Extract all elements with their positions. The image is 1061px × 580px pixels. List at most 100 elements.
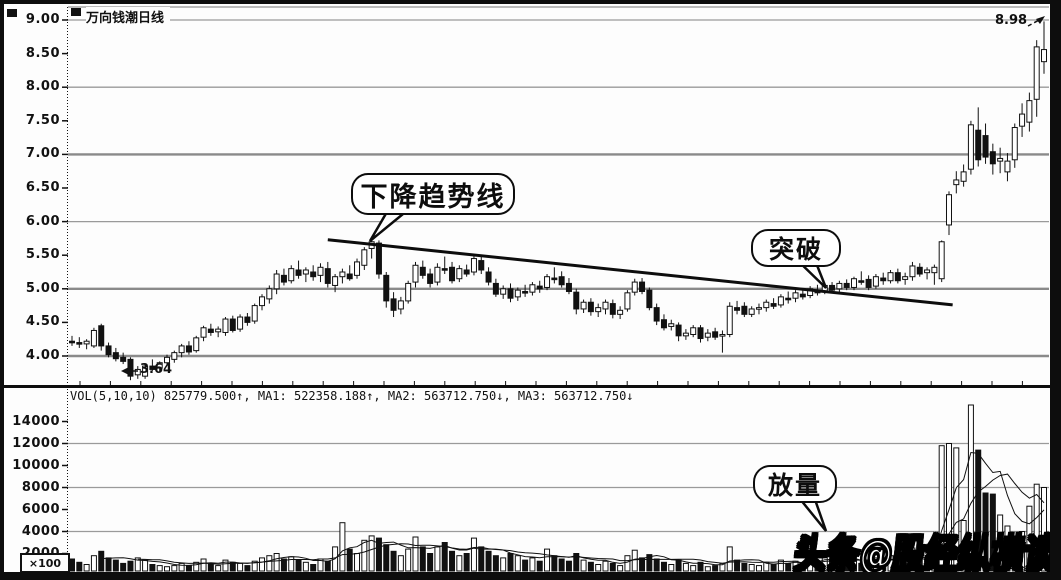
candle-up [251, 305, 258, 322]
volume-bar-up [580, 559, 587, 572]
candle-up [777, 296, 784, 306]
candle-up [960, 171, 967, 182]
candle-up [924, 269, 931, 274]
volume-bar-up [361, 539, 368, 572]
volume-bar-up [682, 562, 689, 572]
volume-bar-up [156, 565, 163, 572]
candle-up [931, 266, 938, 274]
candle-up [200, 327, 207, 338]
volume-bar-up [602, 560, 609, 572]
candle-up [1004, 160, 1011, 173]
candle-down [712, 331, 719, 338]
volume-bar-up [200, 558, 207, 572]
candle-up [719, 333, 726, 337]
volume-bar-up [251, 560, 258, 572]
volume-bar-down [565, 560, 572, 572]
candle-down [982, 135, 989, 158]
candle-up [1019, 113, 1026, 127]
volume-bar-up [1019, 531, 1026, 572]
candle-down [675, 324, 682, 337]
candle-down [799, 293, 806, 298]
volume-bar-down [383, 544, 390, 572]
volume-bar-down [799, 564, 806, 572]
candle-down [551, 277, 558, 281]
volume-bar-down [770, 564, 777, 572]
volume-bar-up [748, 564, 755, 572]
candle-up [1011, 127, 1018, 161]
volume-bar-down [507, 553, 514, 572]
volume-bar-down [244, 565, 251, 572]
volume-bar-up [726, 546, 733, 572]
candle-down [858, 280, 865, 283]
volume-bar-up [193, 561, 200, 572]
candle-up [953, 179, 960, 186]
candle-down [734, 307, 741, 311]
volume-bar-down [697, 561, 704, 572]
candle-up [704, 332, 711, 338]
candle-down [149, 365, 156, 370]
volume-unit-label: ×100 [20, 553, 70, 573]
candle-down [229, 318, 236, 331]
chart-title: 万向钱潮日线 [86, 7, 171, 26]
candle-up [222, 318, 229, 333]
candle-up [470, 258, 477, 273]
candle-down [98, 325, 105, 347]
price-axis-label: 6.00 [25, 213, 60, 229]
candle-down [375, 242, 382, 275]
volume-axis-label: 12000 [12, 435, 60, 451]
volume-bar-up [872, 557, 879, 572]
volume-bar-down [989, 493, 996, 572]
candle-down [485, 271, 492, 283]
volume-bar-up [807, 558, 814, 572]
volume-bar-up [631, 549, 638, 572]
volume-bar-down [609, 562, 616, 572]
volume-bar-up [953, 447, 960, 572]
candle-down [441, 268, 448, 271]
candle-up [544, 276, 551, 288]
candle-up [156, 362, 163, 369]
volume-bar-down [463, 553, 470, 572]
panel-separator [0, 385, 1061, 388]
candle-up [748, 308, 755, 315]
volume-bar-up [354, 553, 361, 572]
volume-bar-down [185, 565, 192, 572]
candle-up [763, 301, 770, 309]
volume-bar-down [441, 542, 448, 572]
volume-bar-down [712, 565, 719, 572]
frame-bottom [0, 572, 1061, 580]
volume-axis-label: 14000 [12, 413, 60, 429]
volume-bar-down [536, 560, 543, 572]
candle-down [522, 290, 529, 294]
candle-up [872, 276, 879, 287]
volume-bar-up [544, 548, 551, 572]
volume-bar-up [960, 520, 967, 572]
volume-bar-down [375, 537, 382, 572]
volume-bar-up [595, 564, 602, 572]
volume-bar-up [397, 555, 404, 572]
volume-bar-up [470, 537, 477, 572]
candle-up [836, 282, 843, 290]
volume-bar-down [449, 550, 456, 572]
candle-up [967, 124, 974, 170]
volume-bar-down [69, 558, 75, 572]
volume-bar-down [639, 557, 646, 572]
candle-down [69, 340, 75, 344]
volume-bar-up [997, 514, 1004, 572]
volume-bar-up [924, 560, 931, 572]
price-axis-label: 7.50 [25, 112, 60, 128]
volume-bar-down [646, 554, 653, 572]
volume-bar-down [120, 562, 127, 572]
candle-down [989, 151, 996, 165]
candle-up [668, 323, 675, 327]
trendline-annotation-bubble: 下降趋势线 [351, 173, 515, 215]
candle-down [573, 291, 580, 310]
candle-down [463, 269, 470, 275]
candle-down [478, 260, 485, 271]
volume-bar-down [975, 449, 982, 572]
price-axis-label: 8.50 [25, 45, 60, 61]
candle-down [295, 269, 302, 276]
candle-down [770, 303, 777, 307]
volume-bar-down [785, 562, 792, 572]
volume-bar-up [617, 565, 624, 572]
